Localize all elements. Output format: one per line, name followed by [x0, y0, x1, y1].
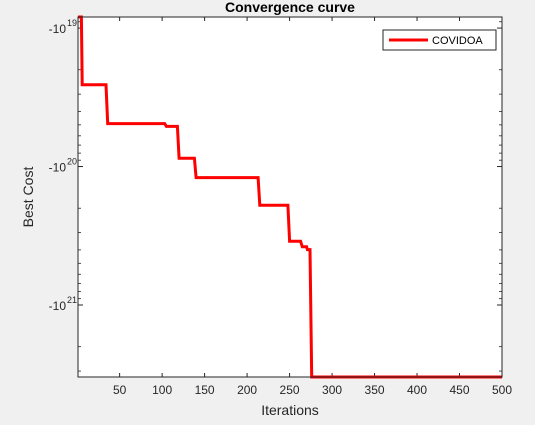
x-tick-label: 250	[280, 383, 300, 397]
axes-box	[77, 16, 503, 378]
y-tick-label: -10	[49, 299, 67, 313]
legend-label-covidoa: COVIDOA	[432, 35, 483, 47]
x-tick-label: 100	[152, 383, 172, 397]
y-tick-exponent: 19	[67, 18, 77, 28]
y-tick-label: -10	[49, 22, 67, 36]
x-tick-label: 150	[195, 383, 215, 397]
legend-box	[382, 29, 497, 51]
x-tick-label: 450	[449, 383, 469, 397]
y-tick-exponent: 20	[67, 157, 77, 167]
x-tick-label: 50	[113, 383, 127, 397]
x-tick-label: 200	[237, 383, 257, 397]
series-line-covidoa	[78, 15, 502, 379]
chart-title: Convergence curve	[225, 0, 355, 15]
x-tick-label: 400	[407, 383, 427, 397]
x-axis-title: Iterations	[261, 402, 319, 418]
y-tick-label: -10	[49, 161, 67, 175]
x-tick-label: 300	[322, 383, 342, 397]
y-axis-title: Best Cost	[20, 167, 36, 228]
x-tick-label: 350	[365, 383, 385, 397]
series-group	[78, 15, 502, 379]
plot-area	[78, 17, 502, 377]
y-tick-exponent: 21	[67, 295, 77, 305]
x-axis-ticks: 50 100 150 200 250 300 350 400 450 500	[113, 17, 512, 397]
legend: COVIDOA	[382, 29, 497, 51]
y-axis-ticks: -10 19-10 20-10 21	[49, 18, 502, 372]
x-tick-label: 500	[492, 383, 512, 397]
